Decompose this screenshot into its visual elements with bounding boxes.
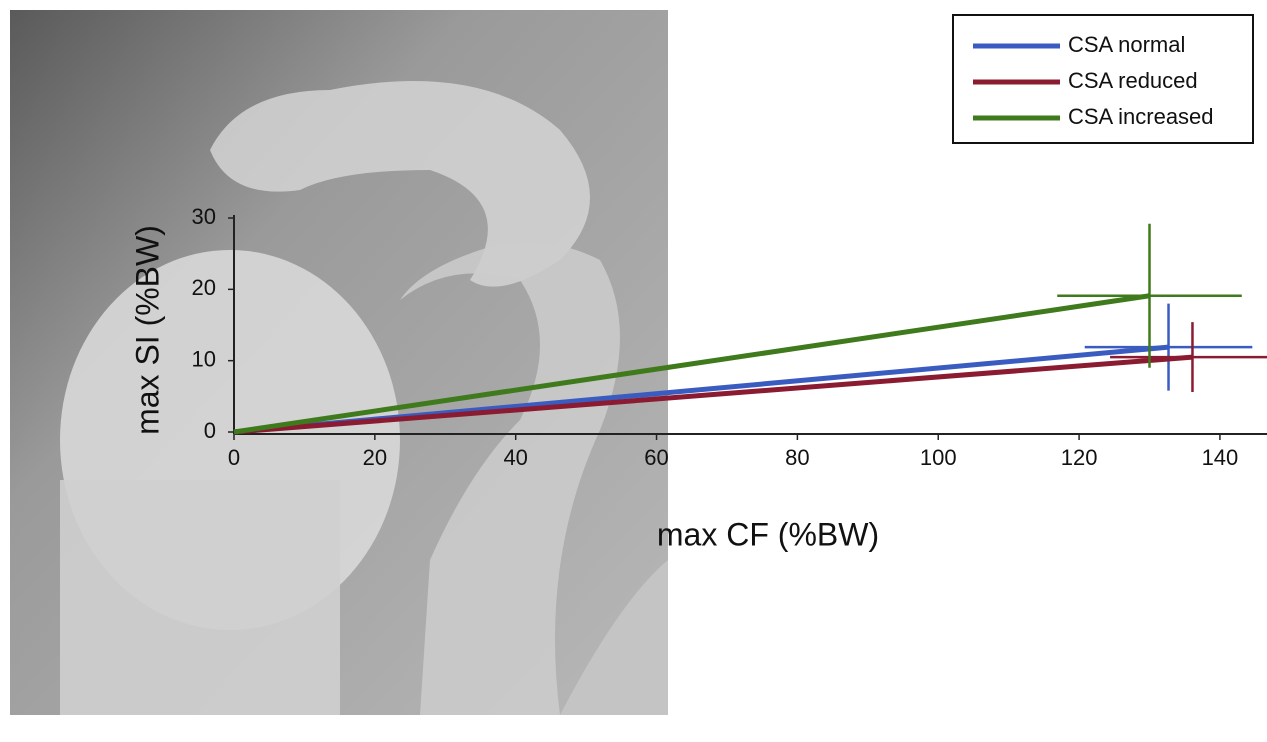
- x-tick-label: 40: [503, 445, 527, 470]
- legend-label: CSA increased: [1068, 104, 1214, 129]
- x-tick-label: 20: [363, 445, 387, 470]
- x-tick-label: 0: [228, 445, 240, 470]
- y-tick-label: 30: [192, 204, 216, 229]
- x-axis-label: max CF (%BW): [657, 516, 879, 552]
- y-axis-label: max SI (%BW): [129, 225, 165, 435]
- y-tick-label: 0: [204, 418, 216, 443]
- x-tick-label: 120: [1061, 445, 1098, 470]
- y-tick-label: 10: [192, 346, 216, 371]
- x-tick-label: 100: [920, 445, 957, 470]
- x-tick-label: 80: [785, 445, 809, 470]
- y-tick-label: 20: [192, 275, 216, 300]
- xray-background: [10, 10, 668, 720]
- chart: max CF (%BW) max SI (%BW) 02040608010012…: [0, 0, 1267, 742]
- legend-label: CSA normal: [1068, 32, 1185, 57]
- x-tick-label: 60: [644, 445, 668, 470]
- x-tick-label: 140: [1202, 445, 1239, 470]
- legend-label: CSA reduced: [1068, 68, 1198, 93]
